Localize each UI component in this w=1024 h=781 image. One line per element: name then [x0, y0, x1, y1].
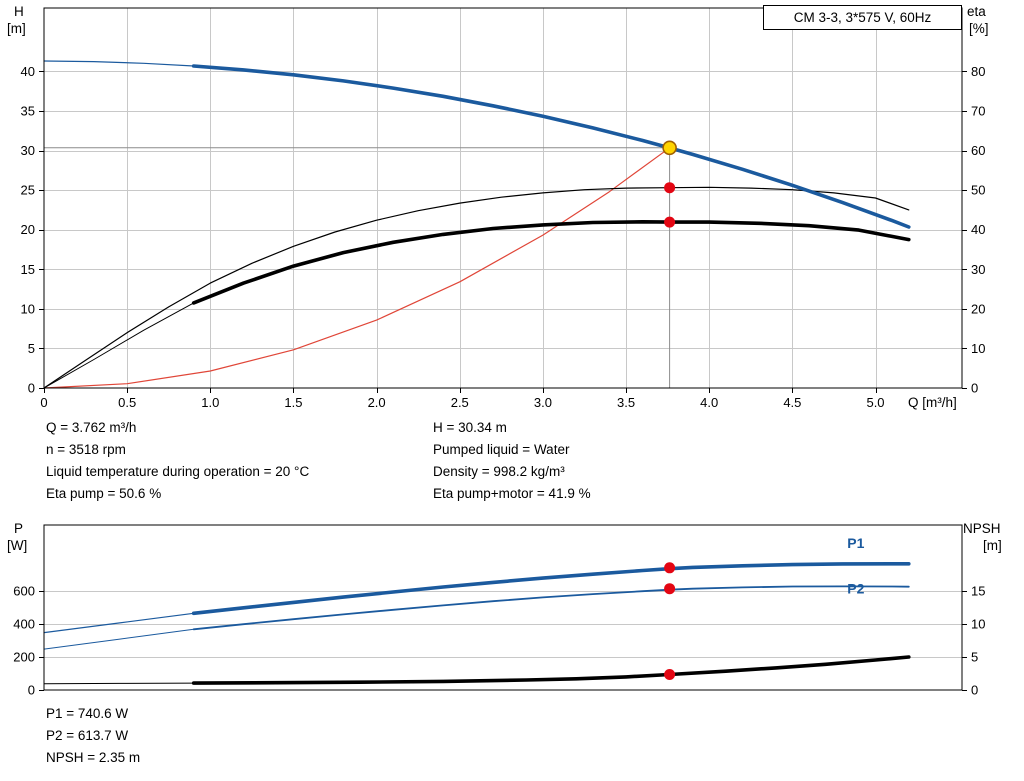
- x-tick-label: 1.0: [201, 395, 219, 410]
- x-tick-label: 4.0: [700, 395, 718, 410]
- eta-pump-value: Eta pump = 50.6 %: [46, 486, 162, 501]
- pumped-liquid-value: Pumped liquid = Water: [433, 442, 570, 457]
- p-axis-title: P: [14, 521, 24, 536]
- y-left-tick-label: 600: [13, 584, 35, 599]
- y-left-tick-label: 40: [21, 64, 35, 79]
- x-tick-label: 3.0: [534, 395, 552, 410]
- x-tick-label: 1.5: [284, 395, 302, 410]
- npsh-value: NPSH = 2.35 m: [46, 750, 141, 765]
- h-axis-unit: [m]: [7, 21, 26, 36]
- h-axis-title: H: [14, 4, 24, 19]
- plot-frame: [43, 524, 963, 691]
- y-left-tick-label: 200: [13, 650, 35, 665]
- pump-curve-ext: [43, 60, 195, 67]
- y-right-tick-label: 60: [971, 143, 985, 158]
- p2-value: P2 = 613.7 W: [46, 728, 129, 743]
- system-curve: [43, 147, 671, 389]
- p1-curve: [191, 561, 911, 616]
- p1-point: [664, 562, 676, 574]
- eta-total-curve: [191, 220, 911, 305]
- y-left-tick-label: 30: [21, 143, 35, 158]
- y-left-tick-label: 35: [21, 103, 35, 118]
- eta-total-point: [664, 216, 676, 228]
- y-right-tick-label: 30: [971, 262, 985, 277]
- p2-point: [664, 583, 676, 595]
- operating-data-column-2: H = 30.34 m Pumped liquid = Water Densit…: [433, 417, 591, 505]
- y-left-tick-label: 15: [21, 262, 35, 277]
- y-right-tick-label: 15: [971, 584, 985, 599]
- y-right-tick-label: 40: [971, 222, 985, 237]
- q-axis-label: Q [m³/h]: [908, 395, 957, 410]
- npsh-axis-unit: [m]: [983, 538, 1002, 553]
- y-left-tick-label: 0: [28, 683, 35, 698]
- series-label-p2: P2: [847, 580, 864, 596]
- series-label-p1: P1: [847, 535, 864, 551]
- y-left-tick-label: 10: [21, 301, 35, 316]
- npsh-curve-ext: [43, 682, 195, 685]
- eta-pump-point: [664, 182, 676, 194]
- eta-axis-unit: [%]: [969, 21, 989, 36]
- y-left-tick-label: 400: [13, 617, 35, 632]
- x-tick-label: 4.5: [783, 395, 801, 410]
- density-value: Density = 998.2 kg/m³: [433, 464, 565, 479]
- pump-curve: [191, 64, 911, 229]
- eta-pump-motor-value: Eta pump+motor = 41.9 %: [433, 486, 591, 501]
- y-right-tick-label: 20: [971, 301, 985, 316]
- p1-value: P1 = 740.6 W: [46, 706, 129, 721]
- x-tick-label: 2.0: [368, 395, 386, 410]
- y-left-tick-label: 25: [21, 183, 35, 198]
- y-right-tick-label: 50: [971, 183, 985, 198]
- eta-pump-curve: [43, 186, 910, 389]
- speed-value: n = 3518 rpm: [46, 442, 126, 457]
- y-left-tick-label: 5: [28, 341, 35, 356]
- x-tick-label: 2.5: [451, 395, 469, 410]
- y-right-tick-label: 0: [971, 381, 978, 396]
- liquid-temperature-value: Liquid temperature during operation = 20…: [46, 464, 310, 479]
- x-tick-label: 5.0: [866, 395, 884, 410]
- p2-curve: [192, 585, 910, 631]
- x-tick-label: 0.5: [118, 395, 136, 410]
- y-right-tick-label: 10: [971, 617, 985, 632]
- y-left-tick-label: 20: [21, 222, 35, 237]
- duty-point: [662, 140, 677, 156]
- y-right-tick-label: 80: [971, 64, 985, 79]
- operating-data-column-1: Q = 3.762 m³/h n = 3518 rpm Liquid tempe…: [46, 417, 309, 505]
- y-right-tick-label: 5: [971, 650, 978, 665]
- y-right-tick-label: 0: [971, 683, 978, 698]
- y-right-tick-label: 10: [971, 341, 985, 356]
- p2-curve-ext: [43, 628, 195, 650]
- npsh-point: [664, 669, 676, 680]
- y-right-tick-label: 70: [971, 103, 985, 118]
- npsh-axis-title: NPSH: [963, 521, 1001, 536]
- eta-axis-title: eta: [967, 4, 986, 19]
- head-value: H = 30.34 m: [433, 420, 507, 435]
- p-axis-unit: [W]: [7, 538, 28, 553]
- npsh-curve: [191, 655, 911, 685]
- power-npsh-data: P1 = 740.6 W P2 = 613.7 W NPSH = 2.35 m: [46, 703, 140, 769]
- plot-frame: [43, 7, 963, 389]
- pump-model-box: CM 3-3, 3*575 V, 60Hz: [763, 5, 962, 30]
- eta-total-ext: [43, 302, 195, 389]
- x-tick-label: 3.5: [617, 395, 635, 410]
- flow-value: Q = 3.762 m³/h: [46, 420, 137, 435]
- p1-curve-ext: [43, 612, 195, 634]
- y-left-tick-label: 0: [28, 381, 35, 396]
- x-tick-label: 0: [40, 395, 47, 410]
